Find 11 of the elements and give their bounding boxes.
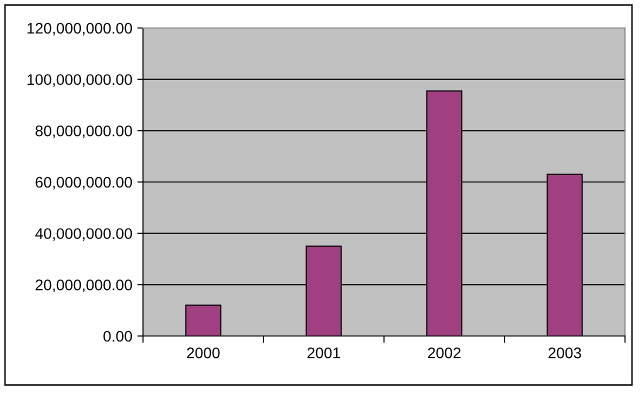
y-tick-label: 60,000,000.00 bbox=[36, 176, 132, 190]
x-tick-label: 2002 bbox=[428, 348, 460, 358]
y-tick-label: 100,000,000.00 bbox=[28, 74, 132, 87]
x-tick-label: 2001 bbox=[308, 348, 340, 358]
y-tick-label: 40,000,000.00 bbox=[35, 228, 132, 241]
x-tick-label: 2000 bbox=[187, 348, 220, 358]
x-tick-label: 2003 bbox=[548, 348, 582, 358]
y-tick-label: 0.00 bbox=[103, 330, 132, 342]
y-tick-label: 120,000,000.00 bbox=[28, 22, 132, 36]
y-tick-label: 80,000,000.00 bbox=[36, 126, 132, 138]
y-tick-label: 20,000,000.00 bbox=[36, 280, 132, 292]
